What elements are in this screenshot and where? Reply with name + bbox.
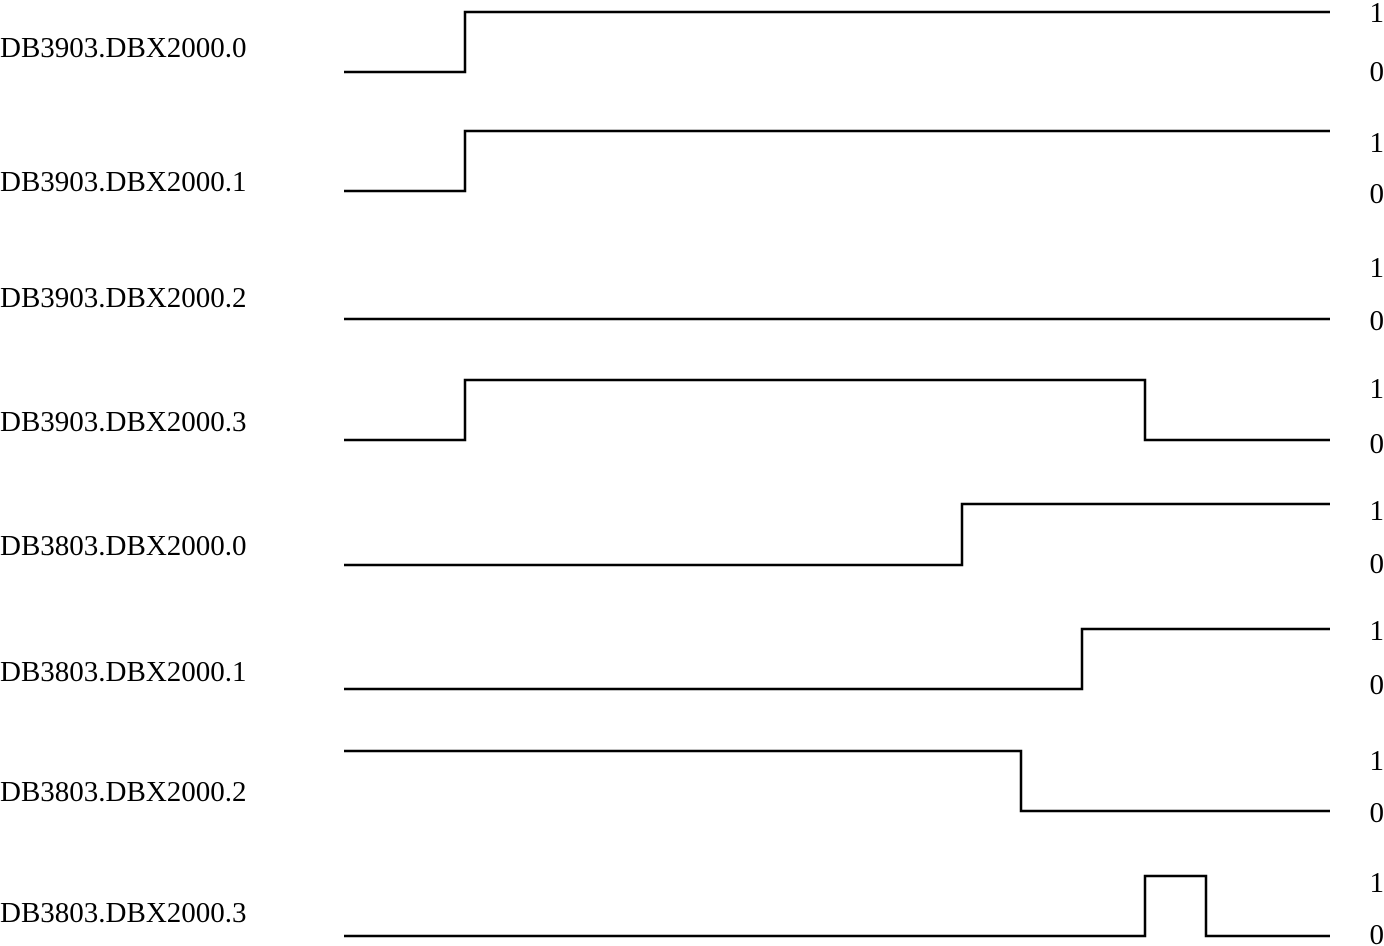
signal-name: DB3803.DBX2000.3 bbox=[0, 897, 247, 929]
signal-waveform bbox=[344, 129, 1330, 193]
signal-name: DB3903.DBX2000.0 bbox=[0, 32, 247, 64]
signal-name: DB3903.DBX2000.1 bbox=[0, 166, 247, 198]
level-high-label: 1 bbox=[1370, 373, 1384, 405]
level-high-label: 1 bbox=[1370, 745, 1384, 777]
level-high-label: 1 bbox=[1370, 0, 1384, 29]
signal-row: DB3903.DBX2000.2 1 0 bbox=[0, 252, 1384, 337]
signal-waveform bbox=[344, 378, 1330, 442]
signal-waveform bbox=[344, 627, 1330, 691]
level-high-label: 1 bbox=[1370, 867, 1384, 899]
signal-name: DB3803.DBX2000.2 bbox=[0, 776, 247, 808]
level-low-label: 0 bbox=[1370, 919, 1384, 946]
signal-row: DB3803.DBX2000.3 1 0 bbox=[0, 867, 1384, 946]
signal-waveform bbox=[344, 502, 1330, 567]
level-low-label: 0 bbox=[1370, 178, 1384, 210]
level-low-label: 0 bbox=[1370, 548, 1384, 580]
signal-row: DB3803.DBX2000.0 1 0 bbox=[0, 495, 1384, 580]
level-high-label: 1 bbox=[1370, 495, 1384, 527]
signal-name: DB3903.DBX2000.2 bbox=[0, 282, 247, 314]
level-low-label: 0 bbox=[1370, 797, 1384, 829]
signal-waveform bbox=[344, 749, 1330, 813]
signal-row: DB3903.DBX2000.3 1 0 bbox=[0, 373, 1384, 460]
signal-name: DB3903.DBX2000.3 bbox=[0, 406, 247, 438]
signal-waveform bbox=[344, 10, 1330, 74]
level-low-label: 0 bbox=[1370, 669, 1384, 701]
signal-name: DB3803.DBX2000.1 bbox=[0, 656, 247, 688]
level-high-label: 1 bbox=[1370, 252, 1384, 284]
level-low-label: 0 bbox=[1370, 56, 1384, 88]
level-low-label: 0 bbox=[1370, 305, 1384, 337]
signal-row: DB3903.DBX2000.0 1 0 bbox=[0, 0, 1384, 88]
level-high-label: 1 bbox=[1370, 615, 1384, 647]
signal-row: DB3803.DBX2000.2 1 0 bbox=[0, 745, 1384, 829]
signal-name: DB3803.DBX2000.0 bbox=[0, 530, 247, 562]
level-high-label: 1 bbox=[1370, 127, 1384, 159]
signal-row: DB3803.DBX2000.1 1 0 bbox=[0, 615, 1384, 701]
level-low-label: 0 bbox=[1370, 428, 1384, 460]
signal-waveform bbox=[344, 874, 1330, 938]
signal-row: DB3903.DBX2000.1 1 0 bbox=[0, 127, 1384, 210]
